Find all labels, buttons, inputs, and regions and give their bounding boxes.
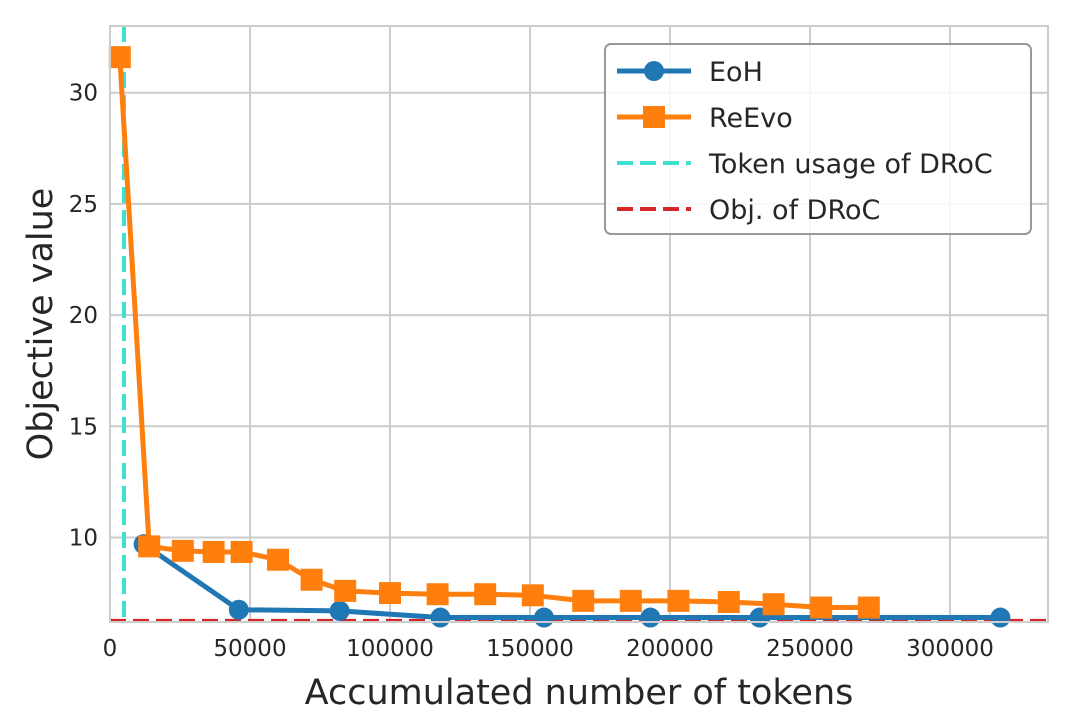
data-point (619, 589, 642, 612)
plot-frame (109, 25, 1049, 623)
data-point (534, 607, 554, 628)
data-point (379, 582, 401, 605)
data-point (228, 599, 249, 620)
data-series (108, 46, 1011, 628)
series-reevo (108, 46, 880, 619)
y-axis-label: Objective value (21, 188, 61, 461)
data-point (990, 607, 1011, 628)
data-point (230, 540, 253, 563)
y-tick-label: 10 (69, 525, 98, 551)
x-tick-labels: 0 50000 100000 150000 200000 250000 300000 (103, 636, 994, 662)
data-point (334, 579, 357, 602)
legend-label: Obj. of DRoC (709, 195, 880, 226)
data-point (762, 593, 785, 616)
legend-item: EoH (617, 57, 763, 88)
data-point (667, 589, 690, 612)
x-tick-label: 300000 (906, 636, 994, 662)
legend-label: EoH (709, 57, 763, 88)
x-tick-label: 250000 (766, 636, 854, 662)
data-point (521, 584, 544, 607)
legend-box (604, 43, 1032, 235)
x-tick-label: 200000 (626, 636, 714, 662)
y-tick-label: 20 (69, 303, 98, 329)
data-point (640, 607, 661, 628)
legend-item: Obj. of DRoC (617, 195, 880, 226)
data-point (426, 583, 449, 606)
y-tick-labels: 10 15 20 25 30 (69, 81, 98, 552)
y-tick-label: 25 (69, 192, 98, 218)
x-tick-label: 0 (103, 636, 118, 662)
y-tick-label: 30 (69, 81, 98, 107)
x-tick-label: 50000 (213, 636, 286, 662)
x-tick-label: 100000 (346, 636, 434, 662)
legend-item: ReEvo (617, 103, 793, 134)
data-point (430, 607, 451, 628)
data-point (474, 583, 497, 606)
legend: EoH ReEvo Token usage of DRoC Obj. of DRoC (604, 43, 1032, 235)
data-point (138, 535, 161, 558)
series-line (142, 542, 1001, 621)
legend-label: Token usage of DRoC (708, 149, 993, 180)
data-point (171, 539, 194, 562)
x-tick-label: 150000 (486, 636, 574, 662)
x-axis-label: Accumulated number of tokens (305, 673, 854, 713)
data-point (267, 548, 289, 571)
y-tick-label: 15 (69, 414, 98, 440)
data-point (572, 589, 595, 612)
data-point (717, 590, 740, 613)
data-point (300, 568, 323, 591)
data-point (329, 600, 350, 621)
legend-item: Token usage of DRoC (617, 149, 993, 180)
data-point (810, 596, 833, 619)
data-point (202, 540, 225, 563)
data-point (857, 596, 880, 619)
legend-marker (643, 106, 665, 128)
legend-label: ReEvo (709, 103, 793, 134)
data-point (108, 46, 131, 69)
legend-marker (644, 61, 664, 81)
